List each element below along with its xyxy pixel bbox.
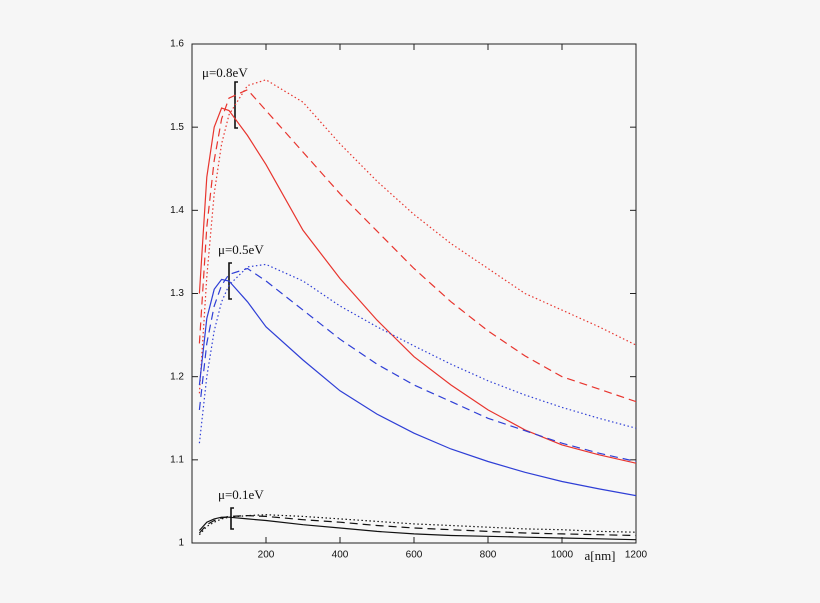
x-axis-label: a[nm] xyxy=(584,548,615,563)
bracket xyxy=(230,507,234,530)
y-tick-label: 1.4 xyxy=(170,205,184,216)
y-tick-label: 1.2 xyxy=(170,371,184,382)
series-line xyxy=(198,516,637,541)
y-tick-label: 1.1 xyxy=(170,454,184,465)
series-line xyxy=(198,79,637,394)
y-tick-label: 1.3 xyxy=(170,288,184,299)
annotation: μ=0.5eV xyxy=(218,242,264,257)
y-tick-label: 1.6 xyxy=(170,39,184,50)
series-line xyxy=(198,88,637,403)
series-line xyxy=(198,514,637,536)
x-tick-label: 400 xyxy=(332,550,349,561)
x-tick-label: 1200 xyxy=(625,550,648,561)
series-line xyxy=(198,514,637,537)
series-line xyxy=(198,278,637,497)
series-line xyxy=(198,263,637,444)
x-tick-label: 600 xyxy=(406,550,423,561)
annotation: μ=0.8eV xyxy=(202,65,248,80)
x-tick-label: 1000 xyxy=(551,550,574,561)
y-tick-label: 1 xyxy=(178,538,184,549)
x-tick-label: 800 xyxy=(480,550,497,561)
series-line xyxy=(198,267,637,463)
x-tick-label: 200 xyxy=(258,550,275,561)
y-tick-label: 1.5 xyxy=(170,122,184,133)
plot-frame xyxy=(191,43,637,544)
annotation: μ=0.1eV xyxy=(218,487,264,502)
